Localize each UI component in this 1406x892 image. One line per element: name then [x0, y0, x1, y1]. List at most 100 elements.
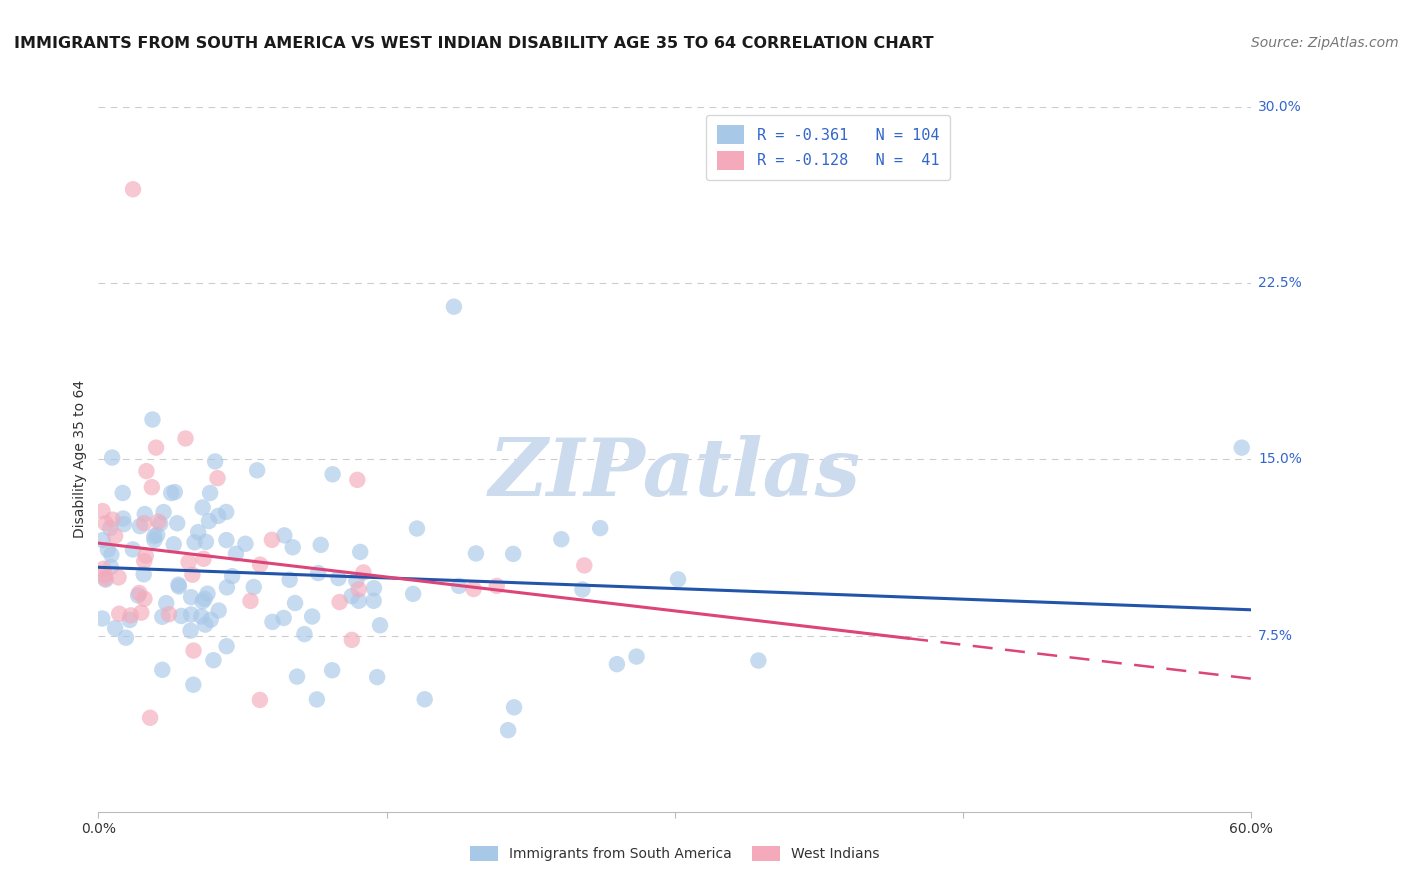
Point: [148, 515, 170, 529]
Point: [129, 519, 152, 533]
Point: [221, 569, 243, 583]
Point: [163, 485, 186, 500]
Point: [132, 567, 155, 582]
Point: [215, 505, 238, 519]
Point: [180, 624, 202, 638]
Point: [368, 618, 391, 632]
Point: [93, 562, 115, 576]
Point: [167, 580, 190, 594]
Point: [329, 595, 352, 609]
Point: [94, 573, 117, 587]
Point: [235, 537, 257, 551]
Point: [225, 547, 247, 561]
Point: [128, 586, 150, 600]
Point: [305, 692, 328, 706]
Point: [91, 533, 114, 548]
Point: [485, 579, 508, 593]
Point: [135, 464, 157, 478]
Text: IMMIGRANTS FROM SOUTH AMERICA VS WEST INDIAN DISABILITY AGE 35 TO 64 CORRELATION: IMMIGRANTS FROM SOUTH AMERICA VS WEST IN…: [14, 36, 934, 51]
Point: [134, 554, 156, 568]
Point: [204, 454, 226, 468]
Point: [129, 606, 152, 620]
Point: [406, 522, 429, 536]
Point: [93, 567, 115, 582]
Point: [100, 560, 122, 574]
Point: [207, 471, 229, 485]
Point: [166, 516, 188, 531]
Point: [108, 607, 131, 621]
Point: [349, 545, 371, 559]
Point: [120, 608, 142, 623]
Point: [155, 596, 177, 610]
Point: [363, 594, 385, 608]
Point: [242, 580, 264, 594]
Point: [150, 609, 173, 624]
Text: Source: ZipAtlas.com: Source: ZipAtlas.com: [1251, 36, 1399, 50]
Point: [294, 627, 316, 641]
Point: [363, 581, 385, 595]
Point: [111, 486, 134, 500]
Point: [134, 507, 156, 521]
Point: [574, 558, 596, 573]
Point: [328, 571, 350, 585]
Point: [1230, 441, 1253, 455]
Point: [496, 723, 519, 738]
Point: [91, 611, 114, 625]
Point: [141, 480, 163, 494]
Point: [463, 582, 485, 596]
Point: [191, 594, 214, 608]
Point: [207, 508, 229, 523]
Point: [183, 643, 205, 657]
Text: 22.5%: 22.5%: [1258, 277, 1302, 290]
Point: [107, 570, 129, 584]
Point: [340, 589, 363, 603]
Point: [183, 535, 205, 549]
Point: [285, 670, 308, 684]
Point: [170, 609, 193, 624]
Point: [352, 566, 374, 580]
Point: [101, 450, 124, 465]
Point: [193, 551, 215, 566]
Point: [180, 607, 202, 622]
Text: ZIPatlas: ZIPatlas: [489, 434, 860, 512]
Point: [347, 582, 370, 597]
Point: [146, 528, 169, 542]
Point: [347, 594, 370, 608]
Point: [340, 632, 363, 647]
Point: [550, 533, 572, 547]
Point: [249, 693, 271, 707]
Point: [249, 558, 271, 572]
Point: [101, 513, 124, 527]
Point: [94, 572, 117, 586]
Point: [181, 567, 204, 582]
Point: [208, 603, 231, 617]
Point: [200, 613, 222, 627]
Text: 15.0%: 15.0%: [1258, 452, 1302, 467]
Point: [215, 639, 238, 653]
Point: [97, 542, 120, 557]
Point: [262, 615, 284, 629]
Point: [260, 533, 283, 547]
Point: [215, 581, 238, 595]
Point: [301, 609, 323, 624]
Point: [273, 611, 295, 625]
Point: [321, 663, 343, 677]
Point: [149, 516, 172, 531]
Point: [344, 574, 367, 588]
Point: [94, 516, 117, 531]
Point: [747, 654, 769, 668]
Point: [273, 528, 295, 542]
Point: [177, 555, 200, 569]
Point: [191, 500, 214, 515]
Point: [309, 538, 332, 552]
Point: [104, 621, 127, 635]
Point: [139, 711, 162, 725]
Point: [246, 463, 269, 477]
Point: [346, 473, 368, 487]
Point: [127, 589, 149, 603]
Point: [134, 516, 156, 531]
Point: [197, 587, 219, 601]
Point: [606, 657, 628, 672]
Point: [104, 529, 127, 543]
Point: [202, 653, 225, 667]
